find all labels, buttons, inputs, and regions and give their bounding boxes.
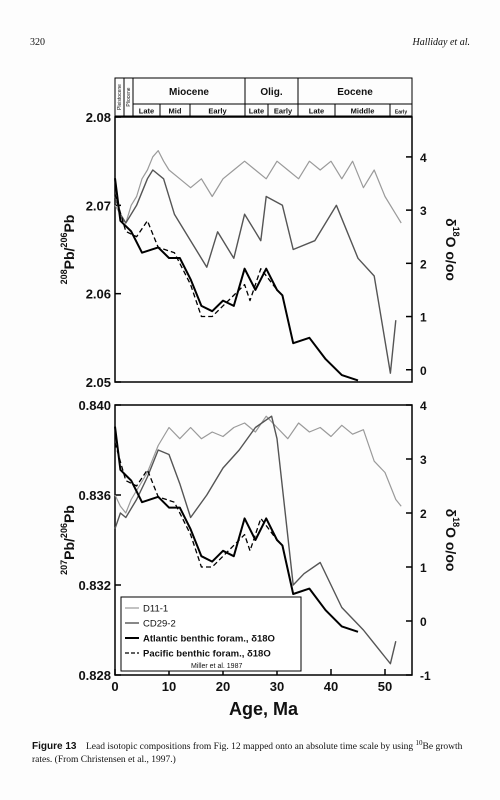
- series-line: [114, 415, 397, 665]
- y-axis-label: 207Pb/206Pb: [59, 505, 76, 575]
- plot-frame: [114, 116, 413, 383]
- x-tick-label: 20: [216, 679, 230, 694]
- series-line: [114, 178, 359, 382]
- label-part: 207: [59, 560, 69, 575]
- y-tick-label: 0.840: [78, 398, 111, 413]
- legend-box: [120, 596, 302, 672]
- label-part: δ: [443, 509, 459, 518]
- stage-label: Late: [309, 107, 324, 116]
- y2-tick-label: -1: [420, 669, 431, 683]
- label-part: Pb/: [61, 247, 77, 269]
- caption-text: 10: [415, 739, 423, 747]
- x-tick-label: 50: [378, 679, 392, 694]
- epoch-label: Miocene: [169, 87, 209, 98]
- label-part: Pb: [61, 505, 77, 523]
- y2-axis-label: δ18O o/oo: [443, 218, 460, 281]
- stage-label: Early: [274, 107, 293, 116]
- epoch-label: Pliocene: [126, 87, 132, 106]
- legend-label: D11-1: [143, 604, 168, 615]
- x-tick-label: 30: [270, 679, 284, 694]
- y-tick-label: 0.832: [78, 578, 111, 593]
- label-part: O o/oo: [443, 237, 459, 281]
- series-line: [114, 415, 402, 514]
- y2-tick-label: 1: [420, 561, 427, 575]
- legend-label: Pacific benthic foram., δ18O: [143, 649, 271, 660]
- y-tick-label: 0.828: [78, 668, 111, 683]
- epoch-label: Pleistocene: [117, 84, 123, 110]
- page-number: 320: [30, 37, 45, 48]
- epoch-label: Eocene: [337, 87, 373, 98]
- y-tick-label: 0.836: [78, 488, 111, 503]
- y2-axis-label: δ18O o/oo: [443, 509, 460, 572]
- y2-tick-label: 3: [420, 453, 427, 467]
- y2-tick-label: 0: [420, 364, 427, 378]
- y2-tick-label: 0: [420, 615, 427, 629]
- y2-tick-label: 4: [420, 399, 427, 413]
- label-part: 18: [451, 517, 461, 527]
- stage-label: Late: [139, 107, 154, 116]
- stage-label: Early: [395, 110, 407, 116]
- y2-tick-label: 3: [420, 204, 427, 218]
- series-line: [114, 426, 359, 633]
- y-tick-label: 2.07: [86, 198, 111, 213]
- y2-tick-label: 4: [420, 151, 427, 165]
- caption-label: Figure 13: [32, 741, 77, 753]
- legend-note: Miller et al. 1987: [191, 663, 242, 670]
- stage-label: Early: [208, 107, 227, 116]
- label-part: 208: [59, 269, 69, 284]
- caption-text: Lead isotopic compositions from Fig. 12 …: [85, 742, 416, 753]
- x-axis-label: Age, Ma: [229, 699, 299, 719]
- label-part: δ: [443, 218, 459, 227]
- caption: Figure 13 Lead isotopic compositions fro…: [32, 737, 472, 767]
- label-part: O o/oo: [443, 527, 459, 571]
- plot-frame: [114, 404, 413, 676]
- series-line: [114, 194, 278, 318]
- x-tick-label: 40: [324, 679, 338, 694]
- label-part: 206: [59, 523, 69, 538]
- x-tick-label: 10: [162, 679, 176, 694]
- y2-tick-label: 1: [420, 311, 427, 325]
- y-tick-label: 2.05: [86, 375, 111, 390]
- legend-label: Atlantic benthic foram., δ18O: [143, 634, 275, 645]
- series-line: [114, 169, 397, 374]
- label-part: Pb: [61, 215, 77, 233]
- label-part: Pb/: [61, 538, 77, 560]
- y2-tick-label: 2: [420, 257, 427, 271]
- stage-label: Mid: [169, 107, 182, 116]
- series-line: [114, 442, 278, 568]
- stage-label: Late: [249, 107, 264, 116]
- time-scale: Pleistocene Pliocene Miocene Olig. Eocene Lat…: [114, 77, 413, 117]
- series-line: [114, 150, 402, 224]
- y-axis-label: 208Pb/206Pb: [59, 215, 76, 285]
- caption-text: Be growth rates. (From Christensen et al…: [32, 742, 463, 766]
- label-part: 18: [451, 227, 461, 237]
- epoch-label: Olig.: [260, 87, 282, 98]
- y-tick-label: 2.06: [86, 287, 111, 302]
- label-part: 206: [59, 233, 69, 248]
- running-title: Halliday et al.: [412, 37, 471, 48]
- x-tick-label: 0: [111, 679, 118, 694]
- legend-label: CD29-2: [143, 619, 176, 630]
- y2-tick-label: 2: [420, 507, 427, 521]
- y-tick-label: 2.08: [86, 110, 111, 125]
- stage-label: Middle: [351, 107, 375, 116]
